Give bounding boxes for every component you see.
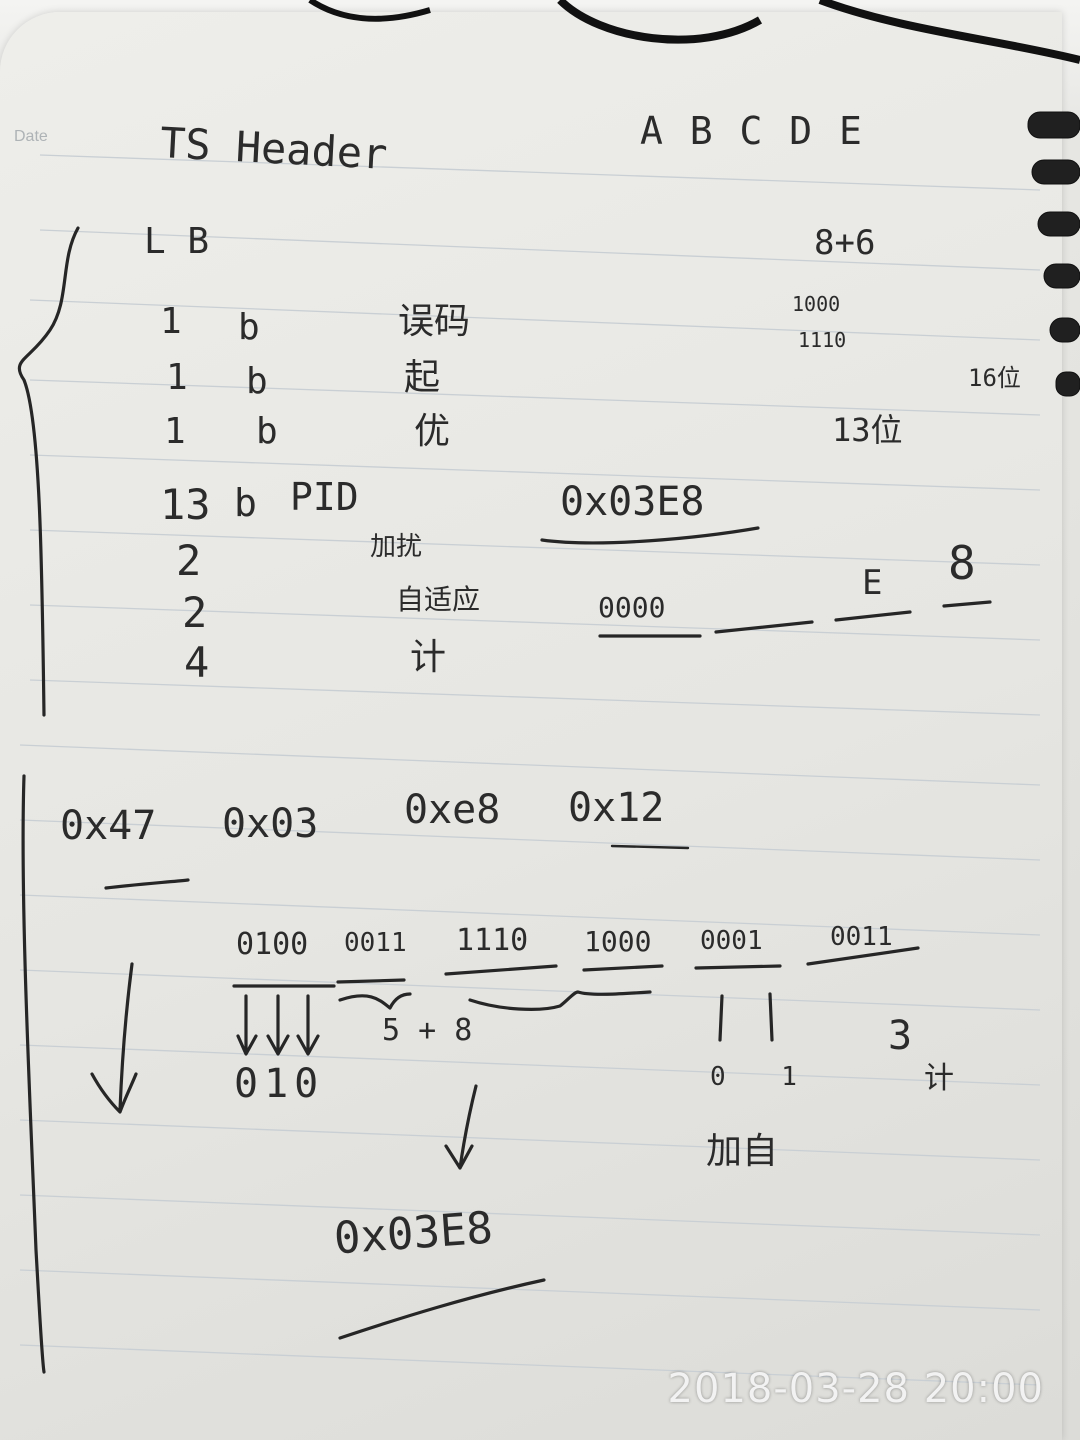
underline-bin-3 [444, 964, 558, 976]
row-label: 优 [414, 411, 451, 452]
binary-nibble: 0011 [344, 928, 407, 958]
row-len: 13 [160, 480, 211, 529]
photo-timestamp: 2018-03-28 20:00 [667, 1366, 1044, 1412]
underline-bin-2 [336, 978, 406, 984]
underline-bin-4 [582, 964, 664, 972]
row-label: 自适应 [396, 583, 481, 616]
af-tick-2 [768, 992, 774, 1042]
row-unit: b [234, 481, 257, 525]
byte-2: 0xe8 [404, 787, 501, 833]
binary-nibble: 1000 [584, 925, 652, 958]
binary-nibble: 0011 [830, 922, 893, 952]
row-unit: b [246, 361, 268, 402]
row-len: 1 [164, 411, 186, 452]
right-bits-2: 1110 [798, 328, 847, 352]
underline-result [338, 1278, 546, 1340]
row-label: 加扰 [370, 532, 423, 562]
underline-split-3 [834, 610, 912, 622]
underline-0x47 [104, 878, 190, 890]
underline-pid-hex [540, 526, 760, 545]
byte-1: 0x03 [222, 801, 319, 847]
row-len: 2 [182, 588, 208, 637]
header-letters: A B C D E [640, 109, 864, 153]
row-unit: b [256, 411, 278, 452]
row-label: 误码 [398, 301, 471, 342]
row-label: PID [290, 475, 359, 519]
row-label: 起 [404, 357, 441, 398]
pid-bits-label: 5 + 8 [382, 1013, 473, 1048]
brace-8bits [468, 990, 652, 1011]
row-label: 计 [410, 637, 447, 678]
right-top-note: 8+6 [814, 223, 876, 263]
header-title: TS Header [158, 118, 389, 179]
arrow-bit-1 [236, 994, 258, 1056]
right-bits-1: 1000 [792, 292, 841, 316]
binary-nibble: 0001 [700, 926, 763, 956]
af-bits: 0 1 [710, 1062, 817, 1092]
binary-nibble: 1110 [456, 923, 529, 958]
row-len: 1 [160, 301, 182, 342]
flag-bits: 010 [234, 1061, 325, 1107]
arrow-bit-3 [296, 994, 320, 1056]
af-tick-1 [718, 994, 724, 1042]
brace-5bits [338, 992, 412, 1010]
table-column-header: L B [144, 221, 210, 262]
section-bracket-bottom [21, 774, 46, 1374]
right-note-16bit: 16位 [968, 364, 1021, 392]
underline-bin-5 [694, 964, 782, 970]
binary-nibble: 0100 [236, 927, 309, 962]
pid-split-1: 0000 [598, 591, 666, 624]
result-hex: 0x03E8 [332, 1202, 495, 1265]
underline-0x12 [610, 844, 690, 850]
right-note-13bit: 13位 [832, 411, 903, 449]
pid-split-2: E [862, 563, 883, 603]
byte-0: 0x47 [60, 803, 157, 849]
byte-3: 0x12 [568, 785, 665, 831]
row-len: 1 [166, 357, 188, 398]
arrow-left-down [90, 962, 138, 1114]
row-unit: b [238, 307, 260, 348]
cc-value: 3 [888, 1013, 913, 1059]
underline-bin-6 [806, 946, 920, 966]
cc-label: 计 [924, 1061, 954, 1096]
underline-split-4 [942, 600, 992, 608]
date-label: Date [14, 128, 48, 145]
underline-split-2 [714, 620, 814, 634]
pid-split-3: 8 [948, 536, 976, 590]
pid-hex: 0x03E8 [560, 479, 705, 525]
row-len: 4 [184, 638, 210, 687]
af-label: 加自 [706, 1131, 779, 1172]
arrow-to-result [444, 1084, 478, 1170]
arrow-bit-2 [266, 994, 290, 1056]
row-len: 2 [176, 536, 202, 585]
section-bracket-top [17, 226, 80, 717]
